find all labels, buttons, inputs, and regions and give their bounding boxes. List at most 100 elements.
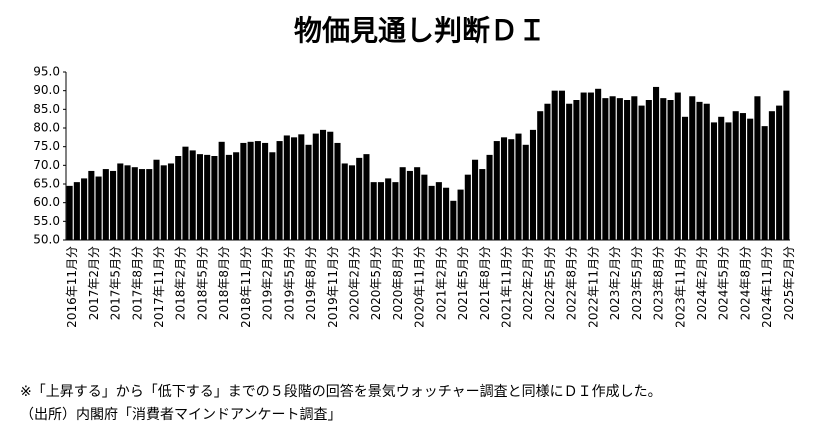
x-tick-label: 2024年11月分 [760,246,774,328]
bar [602,98,609,240]
bar [464,174,471,240]
bar [508,139,515,240]
y-tick-label: 60.0 [33,195,60,209]
x-tick-label: 2022年2月分 [521,246,535,320]
bar [160,165,167,240]
bar [739,113,746,240]
x-tick-label: 2020年11月分 [413,246,427,328]
bar [486,154,493,240]
y-tick-label: 80.0 [33,121,60,135]
x-tick-label: 2020年2月分 [347,246,361,320]
x-tick-label: 2019年11月分 [326,246,340,328]
bar [341,163,348,240]
bar [167,163,175,240]
x-tick-label: 2018年11月分 [239,246,253,328]
x-tick-label: 2021年5月分 [456,246,470,320]
bar [674,92,681,241]
bar [247,141,254,240]
bar [319,129,327,240]
bar [117,163,124,240]
bar [363,154,370,240]
bar [240,142,247,240]
bar [392,182,399,240]
bar [537,111,544,240]
bar [262,142,269,240]
x-tick-label: 2020年5月分 [369,246,383,320]
bar [667,100,674,240]
bar [587,92,594,241]
bar [653,86,660,240]
bar [725,122,732,240]
bar [754,96,761,241]
bar [211,156,218,240]
x-tick-label: 2024年5月分 [717,246,731,320]
bar [88,170,95,240]
bar [645,100,652,240]
bar [276,141,283,240]
bar [283,135,290,240]
bar [356,157,363,240]
x-tick-label: 2017年2月分 [87,246,101,320]
bar [312,133,319,240]
bar [703,103,710,240]
y-tick-label: 50.0 [33,233,60,247]
bar [631,96,638,241]
bar [696,101,703,240]
bar [66,185,73,240]
y-tick-label: 85.0 [33,102,60,116]
bar [732,111,739,240]
x-tick-label: 2022年8月分 [565,246,579,320]
bar [153,159,160,240]
bar [450,200,457,240]
bar [385,178,392,240]
bar [710,122,718,240]
bar [291,137,298,240]
bar [204,154,211,240]
bar [95,176,102,240]
x-tick-label: 2022年5月分 [543,246,557,320]
source: （出所）内閣府「消費者マインドアンケート調査」 [20,407,341,423]
bar [73,182,80,240]
bar [573,100,580,240]
y-tick-label: 65.0 [33,177,60,191]
x-tick-label: 2023年8月分 [652,246,666,320]
x-tick-label: 2019年5月分 [282,246,296,320]
bar [334,142,341,240]
bar [175,156,182,240]
bar [457,189,464,240]
bar [783,90,790,241]
x-tick-label: 2017年5月分 [109,246,123,320]
bar [558,90,565,241]
bar [102,169,109,240]
bar [544,103,551,240]
bar [768,111,775,240]
y-tick-label: 90.0 [33,83,60,97]
bar [196,154,203,240]
x-tick-label: 2024年8月分 [738,246,752,320]
bar [681,116,689,240]
bar [776,105,783,240]
x-tick-label: 2021年2月分 [434,246,448,320]
bar [747,118,754,240]
x-tick-label: 2020年8月分 [391,246,405,320]
bar [131,167,138,240]
bar [472,159,479,240]
bar [233,152,240,240]
bar [218,141,225,240]
bar [595,88,602,240]
bar [421,174,428,240]
bar [414,167,421,240]
bar [609,96,616,241]
bar [110,170,117,240]
x-tick-label: 2019年8月分 [304,246,318,320]
x-tick-label: 2016年11月分 [65,246,79,328]
bar [551,90,558,241]
y-tick-label: 55.0 [33,214,60,228]
x-tick-label: 2025年2月分 [782,246,796,320]
bar [348,165,356,240]
bar [138,169,146,240]
bar [428,185,435,240]
bar [529,129,537,240]
bar [269,152,276,240]
